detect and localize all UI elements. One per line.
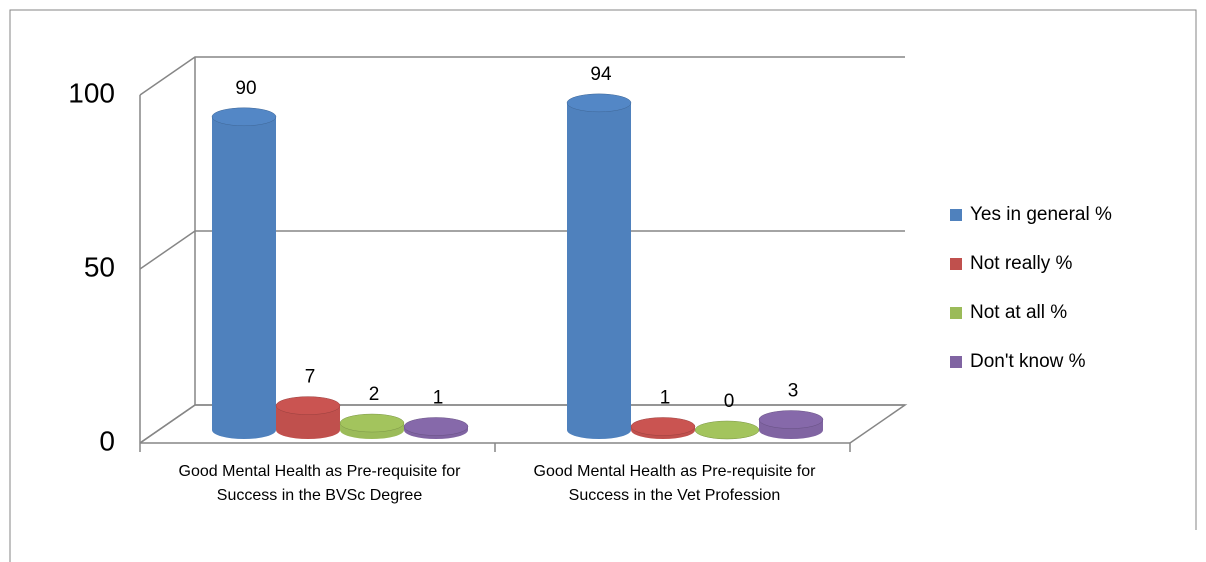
legend-swatch xyxy=(950,307,962,319)
data-label: 90 xyxy=(235,78,256,99)
legend-label: Not really % xyxy=(970,253,1073,274)
x-tick-label: Good Mental Health as Pre-requisite for … xyxy=(178,463,461,504)
y-tick-label: 0 xyxy=(99,425,115,456)
data-label: 1 xyxy=(433,388,444,409)
data-label: 7 xyxy=(305,367,316,388)
legend-swatch xyxy=(950,209,962,221)
legend-label: Yes in general % xyxy=(970,204,1112,225)
legend-label: Don't know % xyxy=(970,351,1086,372)
bar xyxy=(211,107,277,440)
legend-swatch xyxy=(950,356,962,368)
legend-swatch xyxy=(950,258,962,270)
bar xyxy=(630,417,696,439)
x-tick-label: Good Mental Health as Pre-requisite for … xyxy=(533,463,816,504)
bar xyxy=(566,93,632,439)
data-label: 2 xyxy=(369,384,380,405)
grid-line xyxy=(139,56,905,96)
bar xyxy=(694,420,760,440)
bar xyxy=(403,417,469,439)
data-label: 3 xyxy=(788,381,799,402)
data-label: 94 xyxy=(590,64,612,85)
chart-border xyxy=(9,9,1197,562)
bar xyxy=(275,396,341,439)
bar xyxy=(758,410,824,439)
grid-line xyxy=(139,230,905,270)
data-label: 1 xyxy=(660,388,671,409)
y-tick-label: 100 xyxy=(68,77,115,108)
data-label: 0 xyxy=(724,391,735,412)
y-tick-label: 50 xyxy=(84,251,115,282)
bar xyxy=(339,413,405,439)
grid-line xyxy=(139,404,905,444)
legend-label: Not at all % xyxy=(970,302,1067,323)
